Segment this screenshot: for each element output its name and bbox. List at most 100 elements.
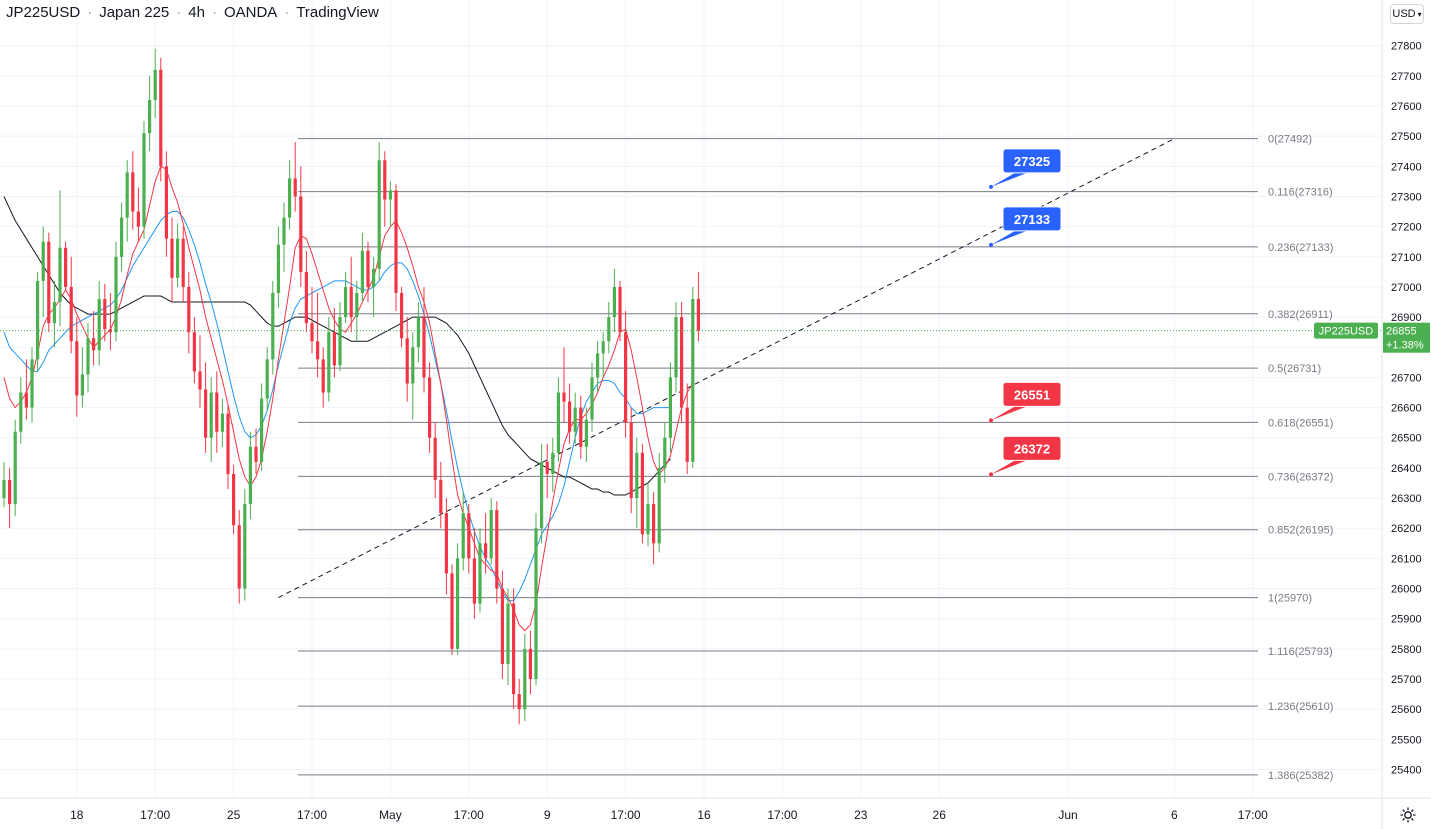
candle-body (579, 407, 583, 447)
candle-body (360, 250, 364, 293)
candle-body (260, 398, 264, 462)
candle (237, 510, 241, 604)
candle-body (495, 510, 499, 589)
time-axis[interactable]: 18 17:00 25 17:00 May 17:00 9 17:00 16 17:00 23 26 J… (0, 797, 1431, 822)
candle-body (489, 510, 493, 559)
candle-body (52, 302, 56, 324)
candle-body (512, 603, 516, 695)
candle (170, 217, 174, 303)
sma-slow-line (3, 196, 671, 496)
candle-body (108, 329, 112, 333)
candle (69, 256, 73, 354)
candle-body (97, 299, 101, 351)
price-axis[interactable]: 27800 27700 27600 27500 27400 27300 27200 27100… (1381, 0, 1422, 829)
candle-body (288, 178, 292, 218)
candle-body (136, 211, 140, 227)
separator: · (211, 4, 217, 21)
fib-level-label: 1.236(25610) (1268, 701, 1333, 713)
callout-pointer (991, 230, 1027, 245)
symbol-badge-text: JP225USD (1319, 326, 1373, 338)
candle-body (355, 292, 359, 318)
candle-body (372, 268, 376, 287)
candle-body (8, 479, 12, 505)
candle (327, 317, 331, 402)
candle-body (2, 479, 6, 499)
candle-body (461, 513, 465, 559)
candle-body (170, 238, 174, 278)
candle-body (433, 437, 437, 480)
candle-body (500, 588, 504, 664)
gear-icon[interactable] (1398, 805, 1418, 825)
candle-body (13, 431, 17, 505)
chart-title: JP225USD · Japan 225 · 4h · OANDA · Trad… (6, 4, 379, 21)
candle (685, 383, 689, 474)
candle (92, 311, 96, 366)
candle (204, 362, 208, 453)
price-tick-label: 25500 (1391, 734, 1422, 746)
interval-label[interactable]: 4h (188, 4, 205, 21)
candle (260, 383, 264, 471)
candle-body (472, 558, 476, 604)
candle-body (680, 317, 684, 408)
price-tick-label: 26700 (1391, 372, 1422, 384)
candle-body (338, 317, 342, 366)
candle-body (456, 558, 460, 649)
candle (405, 317, 409, 402)
candle (349, 256, 353, 333)
candle (394, 184, 398, 312)
candle (680, 302, 684, 423)
candle (125, 160, 129, 242)
candle-body (551, 452, 555, 474)
candle (450, 564, 454, 655)
price-tick-label: 27200 (1391, 222, 1422, 234)
currency-button[interactable]: USD ▾ (1390, 4, 1424, 24)
candle (618, 280, 622, 342)
price-callout: 26372 (989, 435, 1062, 477)
candle (646, 482, 650, 547)
price-tick-label: 25900 (1391, 614, 1422, 626)
candle-body (562, 392, 566, 402)
price-tick-label: 27800 (1391, 41, 1422, 53)
price-callout: 26551 (989, 381, 1062, 423)
candle-body (198, 371, 202, 390)
candle (534, 513, 538, 686)
candle-body (316, 341, 320, 360)
separator: · (87, 4, 93, 21)
candle (19, 377, 23, 444)
candle-body (691, 299, 695, 462)
candle-body (618, 286, 622, 333)
price-tick-label: 26200 (1391, 523, 1422, 535)
candle-body (142, 133, 146, 227)
candle-body (450, 573, 454, 649)
candle (304, 250, 308, 333)
candle-body (69, 286, 73, 342)
chevron-down-icon: ▾ (1417, 9, 1422, 19)
price-tick-label: 27400 (1391, 161, 1422, 173)
candle (629, 407, 633, 514)
candle (411, 332, 415, 420)
candle-body (176, 238, 180, 278)
candle-body (467, 513, 471, 559)
candle (590, 362, 594, 432)
candle-body (64, 247, 68, 287)
candle (52, 280, 56, 348)
candle-body (405, 338, 409, 384)
candle-body (36, 280, 40, 360)
candle (47, 232, 51, 333)
symbol-badge-bg (1314, 322, 1378, 339)
price-tick-label: 25400 (1391, 764, 1422, 776)
fib-level-label: 0.852(26195) (1268, 525, 1333, 537)
candle-body (428, 377, 432, 438)
candle (663, 422, 667, 483)
candle (551, 437, 555, 493)
candle (8, 467, 12, 529)
candle-body (282, 217, 286, 245)
candle (181, 226, 185, 303)
callout-box (1002, 381, 1062, 407)
price-callouts[interactable]: 27325 27133 26551 26372 (989, 148, 1062, 477)
candle-body (416, 317, 420, 348)
symbol-label[interactable]: JP225USD (6, 4, 81, 21)
broker-label: OANDA (223, 4, 278, 21)
candle (24, 359, 28, 420)
